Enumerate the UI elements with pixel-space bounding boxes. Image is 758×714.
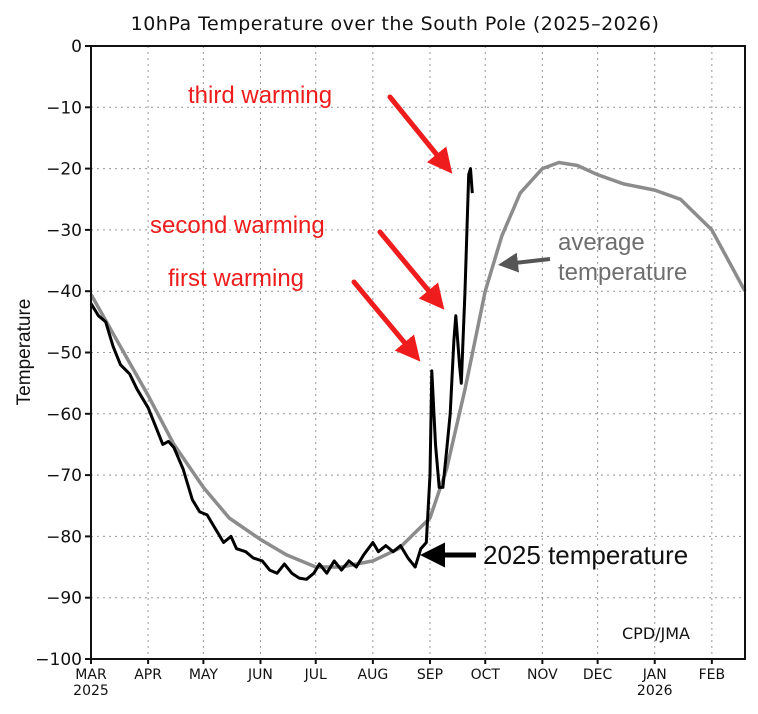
annotation-2025-temperature: 2025 temperature: [483, 540, 688, 570]
arrow-second-warming: [377, 229, 445, 310]
x-tick-label: JUL: [304, 667, 327, 683]
arrow-third-warming: [387, 94, 453, 174]
y-ticks: 0 −10 −20 −30 −40 −50 −60 −70 −80 −90 −100: [35, 37, 91, 670]
y-tick-label: −60: [46, 405, 82, 425]
y-tick-label: 0: [71, 37, 82, 57]
x-tick-label: OCT: [471, 667, 501, 683]
y-tick-label: −20: [46, 160, 82, 180]
arrow-average-temperature: [498, 252, 551, 273]
x-tick-label: APR: [134, 667, 162, 683]
y-tick-label: −50: [46, 344, 82, 364]
annotation-first-warming: first warming: [168, 265, 304, 292]
y-tick-label: −80: [46, 527, 82, 547]
y-tick-label: −70: [46, 466, 82, 486]
y-tick-label: −100: [35, 650, 82, 670]
arrow-first-warming: [351, 279, 421, 362]
y-tick-label: −40: [46, 282, 82, 302]
x-tick-label: JAN: [642, 667, 667, 683]
annotation-average-line2: temperature: [558, 259, 687, 286]
y-tick-label: −30: [46, 221, 82, 241]
y-tick-label: −10: [46, 98, 82, 118]
annotations: third warming second warming first warmi…: [150, 82, 688, 570]
series-line-average: [89, 160, 747, 569]
x-tick-label: MAY: [189, 667, 219, 683]
plot-frame: [90, 45, 746, 660]
x-tick-label: AUG: [358, 667, 389, 683]
x-tick-label: FEB: [699, 667, 726, 683]
annotation-average-line1: average: [558, 229, 645, 256]
y-tick-label: −90: [46, 589, 82, 609]
series-lines: [89, 160, 747, 581]
x-tick-label: JUN: [247, 667, 273, 683]
series-line-2025: [89, 167, 474, 581]
annotation-third-warming: third warming: [188, 82, 332, 109]
y-axis-label: Temperature: [14, 299, 35, 406]
x-tick-year: 2026: [637, 683, 673, 699]
x-tick-label: DEC: [583, 667, 613, 683]
credit: CPD/JMA: [622, 624, 690, 643]
chart-title: 10hPa Temperature over the South Pole (2…: [131, 13, 660, 35]
x-tick-label: NOV: [527, 667, 558, 683]
x-tick-label: MAR: [75, 667, 107, 683]
x-tick-year: 2025: [73, 683, 109, 699]
grid: [91, 46, 745, 659]
x-tick-label: SEP: [417, 667, 443, 683]
annotation-second-warming: second warming: [150, 212, 325, 239]
